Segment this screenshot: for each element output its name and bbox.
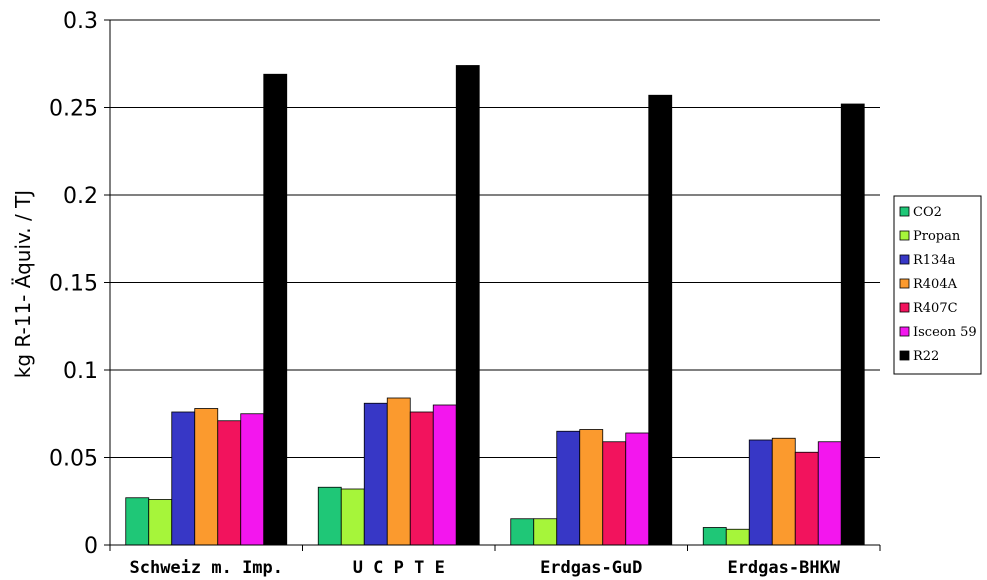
bar-r407c xyxy=(217,420,242,546)
legend-label: R404A xyxy=(913,277,958,292)
y-tick-labels: 0 0.05 0.1 0.15 0.2 0.25 0.3 xyxy=(49,9,98,559)
legend-swatch xyxy=(899,278,910,289)
bar-r404a xyxy=(579,429,604,546)
bar-isceon-59 xyxy=(817,441,842,546)
x-tick-label: Erdgas-GuD xyxy=(540,558,642,578)
x-tick-labels: Schweiz m. Imp. U C P T E Erdgas-GuD Erdgas… xyxy=(129,558,840,578)
y-tick-label: 0.15 xyxy=(49,272,98,297)
bar-r134a xyxy=(171,411,196,546)
bar-r22 xyxy=(648,94,673,546)
bar-r404a xyxy=(194,408,219,546)
y-tick-label: 0.05 xyxy=(49,447,98,472)
bar-r407c xyxy=(409,411,434,546)
y-axis-title: kg R-11- Äquiv. / TJ xyxy=(11,190,35,378)
bar-r404a xyxy=(386,397,411,546)
y-tick-label: 0.1 xyxy=(63,359,98,384)
bar-r134a xyxy=(363,402,388,546)
legend-label: CO2 xyxy=(913,205,942,220)
legend-swatch xyxy=(899,254,910,265)
bar-propan xyxy=(725,528,750,546)
legend-swatch xyxy=(899,326,910,337)
x-tick-label: U C P T E xyxy=(353,558,445,578)
bar-r407c xyxy=(602,441,627,546)
y-tick-label: 0 xyxy=(84,534,98,559)
bar-co2 xyxy=(702,527,727,546)
bar-co2 xyxy=(125,497,150,546)
y-tick-label: 0.25 xyxy=(49,97,98,122)
bar-r134a xyxy=(748,439,773,546)
x-tick-label: Schweiz m. Imp. xyxy=(129,558,283,578)
legend-label: Propan xyxy=(913,229,961,244)
legend-label: R407C xyxy=(913,301,958,316)
legend-label: R134a xyxy=(913,253,956,268)
legend: CO2 Propan R134a R404A R407C Isceon 59 R22 xyxy=(893,195,982,375)
bar-isceon-59 xyxy=(240,413,265,546)
bar-r22 xyxy=(840,103,865,546)
legend-label: R22 xyxy=(913,349,939,364)
bar-r22 xyxy=(263,73,288,546)
axes xyxy=(109,20,881,551)
bar-isceon-59 xyxy=(432,404,457,546)
y-tick-label: 0.3 xyxy=(63,9,98,34)
x-tick-label: Erdgas-BHKW xyxy=(727,558,840,578)
bar-isceon-59 xyxy=(625,432,650,546)
y-tick-label: 0.2 xyxy=(63,184,98,209)
bar-r407c xyxy=(794,451,819,546)
bar-propan xyxy=(148,499,173,546)
bar-co2 xyxy=(317,486,342,546)
bar-r134a xyxy=(556,430,581,546)
bar-co2 xyxy=(510,518,535,546)
legend-label: Isceon 59 xyxy=(913,325,977,340)
legend-swatch xyxy=(899,230,910,241)
legend-swatch xyxy=(899,350,910,361)
bars xyxy=(125,65,865,546)
bar-r22 xyxy=(455,65,480,546)
legend-swatch xyxy=(899,302,910,313)
bar-propan xyxy=(533,518,558,546)
bar-propan xyxy=(340,488,365,546)
legend-swatch xyxy=(899,206,910,217)
bar-r404a xyxy=(771,437,796,546)
